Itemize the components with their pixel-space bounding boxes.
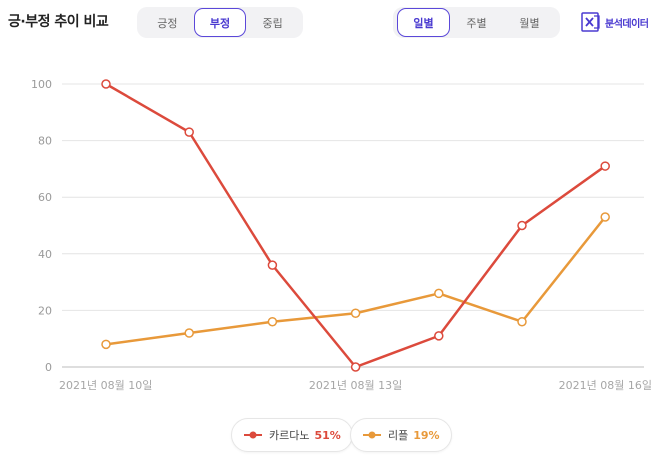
y-tick-label: 40 (38, 248, 52, 261)
x-tick-label: 2021년 08월 16일 (559, 378, 652, 392)
y-tick-label: 0 (45, 361, 52, 374)
page-title: 긍·부정 추이 비교 (8, 14, 109, 30)
data-point (600, 161, 610, 171)
data-point (434, 288, 444, 299)
y-tick-label: 100 (31, 78, 52, 91)
data-point (101, 79, 111, 89)
data-point (184, 328, 194, 338)
series-line (105, 82, 606, 369)
legend-item-cardano[interactable]: 카르다노 51% (231, 418, 353, 452)
y-tick-label: 20 (38, 304, 52, 317)
data-point (517, 220, 527, 231)
x-tick-label: 2021년 08월 13일 (309, 378, 402, 392)
y-tick-label: 80 (38, 135, 52, 148)
tab-positive[interactable]: 긍정 (157, 16, 178, 30)
legend-series-percent: 19% (413, 428, 440, 442)
data-point (350, 362, 361, 372)
sentiment-tab-group: 긍정 부정 중립 (137, 7, 303, 38)
y-tick-label: 60 (38, 191, 52, 204)
line-marker-icon (363, 431, 381, 439)
x-tick-label: 2021년 08월 10일 (59, 378, 152, 392)
data-point (267, 260, 278, 270)
data-point (101, 339, 111, 350)
series-line (105, 216, 607, 346)
legend-item-ripple[interactable]: 리플 19% (350, 418, 452, 452)
tab-neutral[interactable]: 중립 (262, 16, 283, 30)
legend-series-percent: 51% (314, 428, 341, 442)
tab-weekly[interactable]: 주별 (466, 16, 487, 30)
excel-icon (581, 12, 600, 32)
data-point (267, 316, 278, 327)
data-point (517, 316, 527, 327)
line-marker-icon (244, 431, 262, 439)
data-point (434, 331, 444, 341)
tab-daily[interactable]: 일별 (397, 8, 450, 37)
legend-series-name: 리플 (388, 429, 409, 442)
export-label: 분석데이터 (605, 18, 649, 30)
line-chart: 0 20 40 60 80 100 2021년 08월 10일 2021년 08월 13일 20… (31, 78, 652, 392)
tab-negative[interactable]: 부정 (193, 8, 247, 37)
tab-monthly[interactable]: 월별 (519, 16, 540, 30)
data-point (600, 212, 610, 222)
legend-series-name: 카르다노 (269, 429, 310, 442)
period-tab-group: 일별 주별 월별 (393, 7, 560, 38)
data-point (350, 308, 361, 318)
export-data-button[interactable]: 분석데이터 (581, 11, 649, 33)
data-point (184, 127, 194, 137)
